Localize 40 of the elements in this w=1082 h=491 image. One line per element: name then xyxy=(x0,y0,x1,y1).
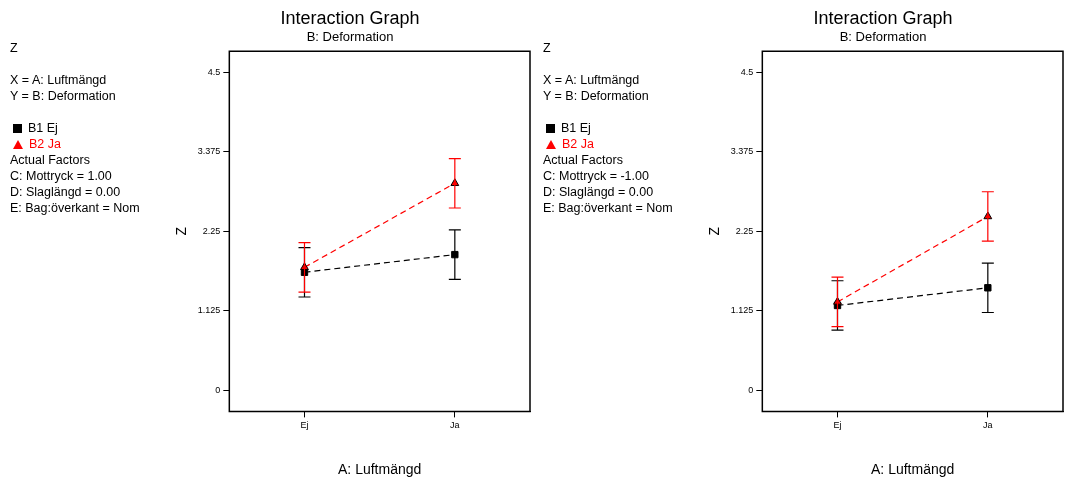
y-tick-label: 2.25 xyxy=(202,225,221,236)
y-tick-label: 2.25 xyxy=(735,225,754,236)
text: Actual Factors xyxy=(10,152,91,168)
chart-title: Interaction Graph xyxy=(813,7,953,28)
text: C: Mottryck = 1.00 xyxy=(10,168,113,184)
y-tick-label: 1.125 xyxy=(197,305,221,316)
y-tick-label: 0 xyxy=(215,384,221,395)
text: Actual Factors xyxy=(543,152,624,168)
text: X = A: Luftmängd xyxy=(10,72,108,88)
chart-title: Interaction Graph xyxy=(280,7,420,28)
text: C: Mottryck = -1.00 xyxy=(543,168,650,184)
legend-label: B1 Ej xyxy=(561,120,591,136)
x-tick-label: Ja xyxy=(450,420,460,431)
text: Z xyxy=(543,40,552,56)
x-axis-title: A: Luftmängd xyxy=(338,461,422,478)
y-tick-label: 3.375 xyxy=(730,146,754,157)
y-tick-label: 1.125 xyxy=(730,305,754,316)
text: E: Bag:överkant = Nom xyxy=(10,200,141,216)
x-tick-label: Ja xyxy=(983,420,993,431)
x-axis-title: A: Luftmängd xyxy=(871,461,955,478)
y-tick-label: 0 xyxy=(748,384,754,395)
x-tick-label: Ej xyxy=(300,420,309,431)
text: Z xyxy=(10,40,19,56)
y-axis-title: Z xyxy=(706,226,723,236)
text: D: Slaglängd = 0.00 xyxy=(10,184,122,200)
text: E: Bag:överkant = Nom xyxy=(543,200,674,216)
text: Y = B: Deformation xyxy=(10,88,117,104)
legend-label: B2 Ja xyxy=(562,136,594,152)
text: Y = B: Deformation xyxy=(543,88,650,104)
y-axis-title: Z xyxy=(173,226,190,236)
chart-subtitle: B: Deformation xyxy=(839,28,927,44)
text: D: Slaglängd = 0.00 xyxy=(543,184,655,200)
x-tick-label: Ej xyxy=(833,420,842,431)
text: X = A: Luftmängd xyxy=(543,72,641,88)
y-tick-label: 3.375 xyxy=(197,146,221,157)
y-tick-label: 4.5 xyxy=(740,66,754,77)
legend-label: B2 Ja xyxy=(29,136,61,152)
chart-subtitle: B: Deformation xyxy=(306,28,394,44)
legend-label: B1 Ej xyxy=(28,120,58,136)
y-tick-label: 4.5 xyxy=(207,66,221,77)
